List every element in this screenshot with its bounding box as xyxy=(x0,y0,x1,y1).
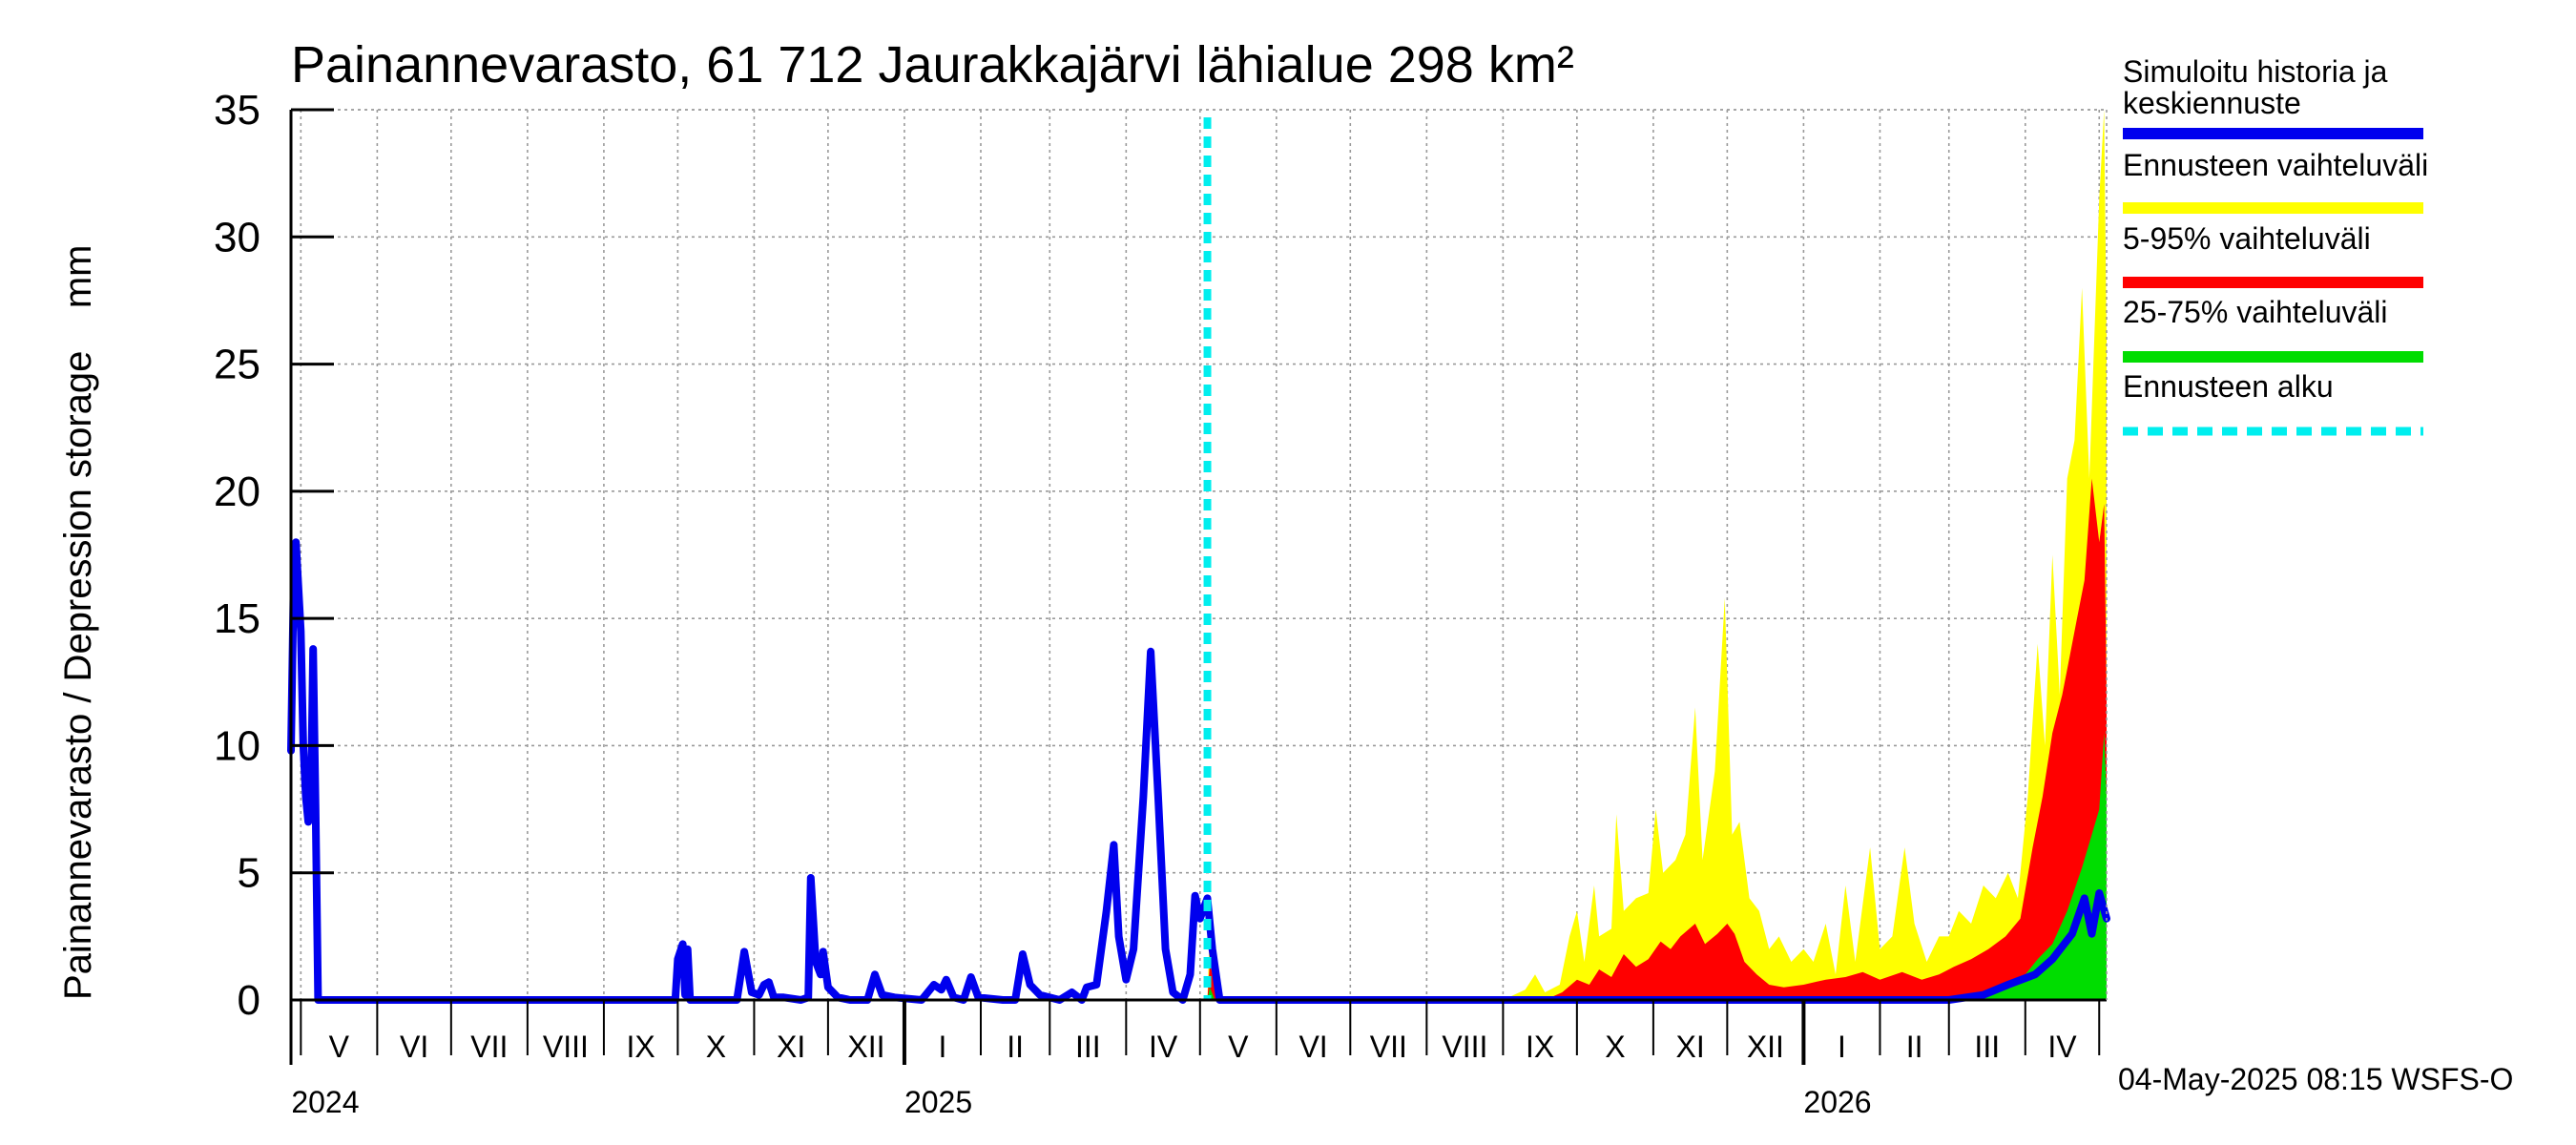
legend-label: 5-95% vaihteluväli xyxy=(2123,221,2371,256)
history-series xyxy=(287,538,2110,1004)
legend-label: Simuloitu historia ja xyxy=(2123,54,2388,89)
x-month-ticks: V VI VII VIII IX X XI XII I II III IV V VI VII VIII IX X X… xyxy=(291,1000,2101,1119)
y-ticks: 0 5 10 15 20 25 30 35 xyxy=(214,87,334,1024)
month-label: VIII xyxy=(543,1030,589,1064)
month-label: XI xyxy=(1676,1030,1705,1064)
year-label: 2026 xyxy=(1803,1085,1871,1119)
y-tick-label: 0 xyxy=(238,977,260,1024)
month-label: X xyxy=(706,1030,726,1064)
month-label: VII xyxy=(1370,1030,1407,1064)
month-label: V xyxy=(1228,1030,1249,1064)
chart-title: Painannevarasto, 61 712 Jaurakkajärvi lä… xyxy=(291,36,1574,94)
month-label: I xyxy=(939,1030,947,1064)
month-label: II xyxy=(1906,1030,1923,1064)
p5-95-band xyxy=(1207,478,2107,1000)
legend-label: Ennusteen vaihteluväli xyxy=(2123,148,2428,182)
month-label: III xyxy=(1974,1030,2000,1064)
full-range-band xyxy=(1207,110,2107,1000)
plot-background xyxy=(291,110,2107,1000)
month-label: VI xyxy=(400,1030,428,1064)
month-label: V xyxy=(329,1030,350,1064)
month-label: X xyxy=(1605,1030,1625,1064)
y-tick-label: 15 xyxy=(214,595,260,642)
timestamp-footer: 04-May-2025 08:15 WSFS-O xyxy=(2118,1062,2513,1096)
history-line xyxy=(287,538,2110,1004)
y-tick-label: 10 xyxy=(214,722,260,769)
month-label: IV xyxy=(1149,1030,1178,1064)
year-label: 2025 xyxy=(904,1085,972,1119)
month-label: IX xyxy=(1526,1030,1554,1064)
month-label: XII xyxy=(847,1030,884,1064)
month-label: II xyxy=(1007,1030,1024,1064)
month-label: I xyxy=(1838,1030,1846,1064)
legend-label: Ennusteen alku xyxy=(2123,369,2334,404)
y-tick-label: 25 xyxy=(214,342,260,388)
y-tick-label: 35 xyxy=(214,87,260,134)
forecast-bands xyxy=(1207,110,2107,1000)
month-label: IX xyxy=(627,1030,655,1064)
legend-label: 25-75% vaihteluväli xyxy=(2123,295,2388,329)
plot-area xyxy=(291,110,2107,1000)
legend-label: keskiennuste xyxy=(2123,86,2301,120)
month-label: IV xyxy=(2047,1030,2077,1064)
month-label: XII xyxy=(1747,1030,1784,1064)
year-label: 2024 xyxy=(291,1085,359,1119)
month-label: VIII xyxy=(1442,1030,1487,1064)
month-label: VII xyxy=(470,1030,508,1064)
month-label: VI xyxy=(1298,1030,1327,1064)
y-axis-label: Painannevarasto / Depression storage mm xyxy=(57,244,99,1000)
y-tick-label: 5 xyxy=(238,850,260,897)
month-label: III xyxy=(1075,1030,1101,1064)
month-label: XI xyxy=(777,1030,805,1064)
y-tick-label: 30 xyxy=(214,214,260,260)
y-tick-label: 20 xyxy=(214,468,260,515)
